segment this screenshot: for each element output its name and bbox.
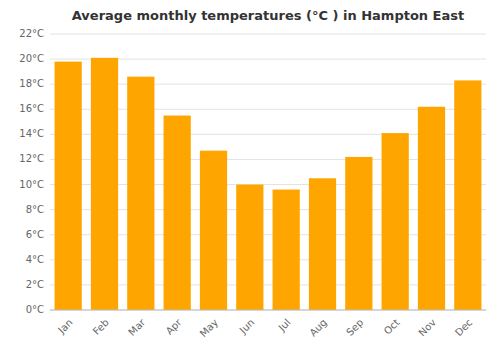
bar [55,62,82,310]
x-tick-label: Jun [237,317,257,337]
y-tick-label: 6°C [26,229,44,240]
bar [382,133,409,310]
bar [200,151,227,310]
y-tick-label: 2°C [26,279,44,290]
y-tick-label: 14°C [19,128,44,139]
y-tick-label: 10°C [19,179,44,190]
bar [345,157,372,310]
x-tick-label: Apr [164,316,185,337]
grid-line [50,34,486,35]
grid-line [50,310,486,311]
x-axis-line [50,310,486,311]
x-tick-label: Jan [55,317,74,336]
y-tick-label: 18°C [19,78,44,89]
bar [454,80,481,310]
bars [55,58,482,310]
x-tick-label: Dec [453,317,474,338]
x-tick-label: Mar [126,316,148,338]
x-tick-label: Jul [276,317,293,334]
bar [91,58,118,310]
title: Average monthly temperatures (°C ) in Ha… [72,8,464,23]
y-tick-label: 16°C [19,103,44,114]
y-tick-label: 0°C [26,304,44,315]
y-tick-label: 8°C [26,204,44,215]
grid [50,34,486,310]
bar [164,116,191,310]
y-tick-label: 20°C [19,53,44,64]
bar [309,178,336,310]
y-tick-label: 4°C [26,254,44,265]
bar [273,190,300,310]
bar [418,107,445,310]
x-tick-label: May [198,317,220,339]
bar [127,77,154,310]
x-tick-label: Feb [91,317,111,337]
y-tick-label: 12°C [19,153,44,164]
x-tick-label: Nov [416,317,438,339]
y-tick-label: 22°C [19,28,44,39]
x-tick-label: Sep [344,317,365,338]
x-tick-label: Aug [307,317,329,339]
x-tick-label: Oct [382,317,402,337]
chart: Average monthly temperatures (°C ) in Ha… [0,0,500,350]
bar [236,185,263,310]
